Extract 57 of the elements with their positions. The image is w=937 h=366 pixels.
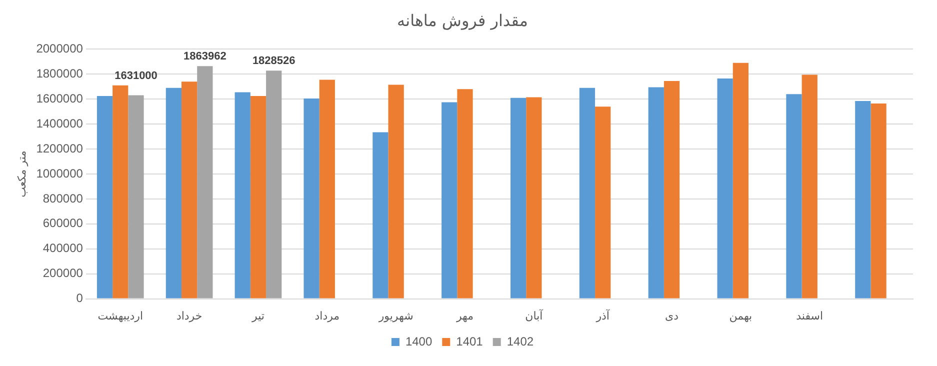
bar bbox=[388, 84, 404, 298]
data-label: 1631000 bbox=[114, 70, 158, 82]
x-tick-label: اسفند bbox=[796, 309, 824, 322]
bar bbox=[579, 88, 596, 298]
y-tick-label: 1600000 bbox=[36, 91, 84, 106]
y-tick-label: 200000 bbox=[42, 266, 84, 280]
bar bbox=[855, 100, 871, 298]
bar bbox=[166, 88, 182, 298]
y-tick-label: 1000000 bbox=[36, 166, 84, 180]
bar bbox=[442, 102, 458, 298]
x-tick-label: خرداد bbox=[176, 309, 202, 322]
bar bbox=[664, 81, 680, 298]
chart-title: مقدار فروش ماهانه bbox=[397, 10, 528, 30]
bar bbox=[266, 70, 282, 298]
bar bbox=[250, 96, 266, 298]
y-axis-title: متر مکعب bbox=[15, 150, 28, 198]
bar bbox=[197, 66, 213, 298]
x-tick-label: شهریور bbox=[378, 309, 414, 322]
bar bbox=[304, 98, 320, 298]
legend-label: 1401 bbox=[456, 334, 484, 348]
data-label: 1828526 bbox=[252, 55, 296, 68]
data-label: 1863962 bbox=[184, 50, 226, 63]
x-tick-label: مهر bbox=[455, 309, 474, 322]
y-tick-label: 1400000 bbox=[36, 116, 84, 130]
bar bbox=[648, 87, 664, 298]
bar bbox=[319, 80, 335, 298]
bar bbox=[128, 95, 144, 298]
bar bbox=[526, 97, 542, 298]
bar bbox=[457, 89, 473, 298]
y-tick-label: 1200000 bbox=[36, 141, 84, 156]
x-tick-label: دی bbox=[665, 309, 679, 322]
y-tick-label: 0 bbox=[76, 291, 84, 306]
x-tick-label: آذر bbox=[595, 308, 610, 322]
x-tick-label: تیر bbox=[251, 309, 264, 322]
x-tick-label: بهمن bbox=[729, 309, 752, 322]
y-tick-label: 400000 bbox=[42, 241, 84, 256]
legend-label: 1400 bbox=[405, 334, 432, 348]
y-tick-label: 600000 bbox=[42, 216, 84, 230]
bar bbox=[786, 94, 802, 298]
bar bbox=[96, 96, 113, 298]
bar bbox=[732, 62, 749, 298]
bar bbox=[181, 82, 198, 298]
bar bbox=[372, 132, 388, 298]
bar bbox=[595, 106, 611, 298]
bar bbox=[510, 98, 526, 298]
x-tick-label: اردیبهشت bbox=[98, 309, 144, 322]
x-tick-label: مرداد bbox=[314, 309, 340, 322]
bar bbox=[870, 103, 886, 298]
y-tick-label: 1800000 bbox=[36, 66, 84, 80]
bar bbox=[234, 92, 250, 298]
bar bbox=[112, 85, 128, 298]
y-tick-label: 800000 bbox=[42, 191, 84, 206]
bar bbox=[717, 78, 733, 298]
legend-label: 1402 bbox=[506, 334, 534, 348]
x-tick-label: آبان bbox=[525, 308, 544, 322]
bar bbox=[802, 74, 818, 298]
y-tick-label: 2000000 bbox=[36, 42, 84, 56]
